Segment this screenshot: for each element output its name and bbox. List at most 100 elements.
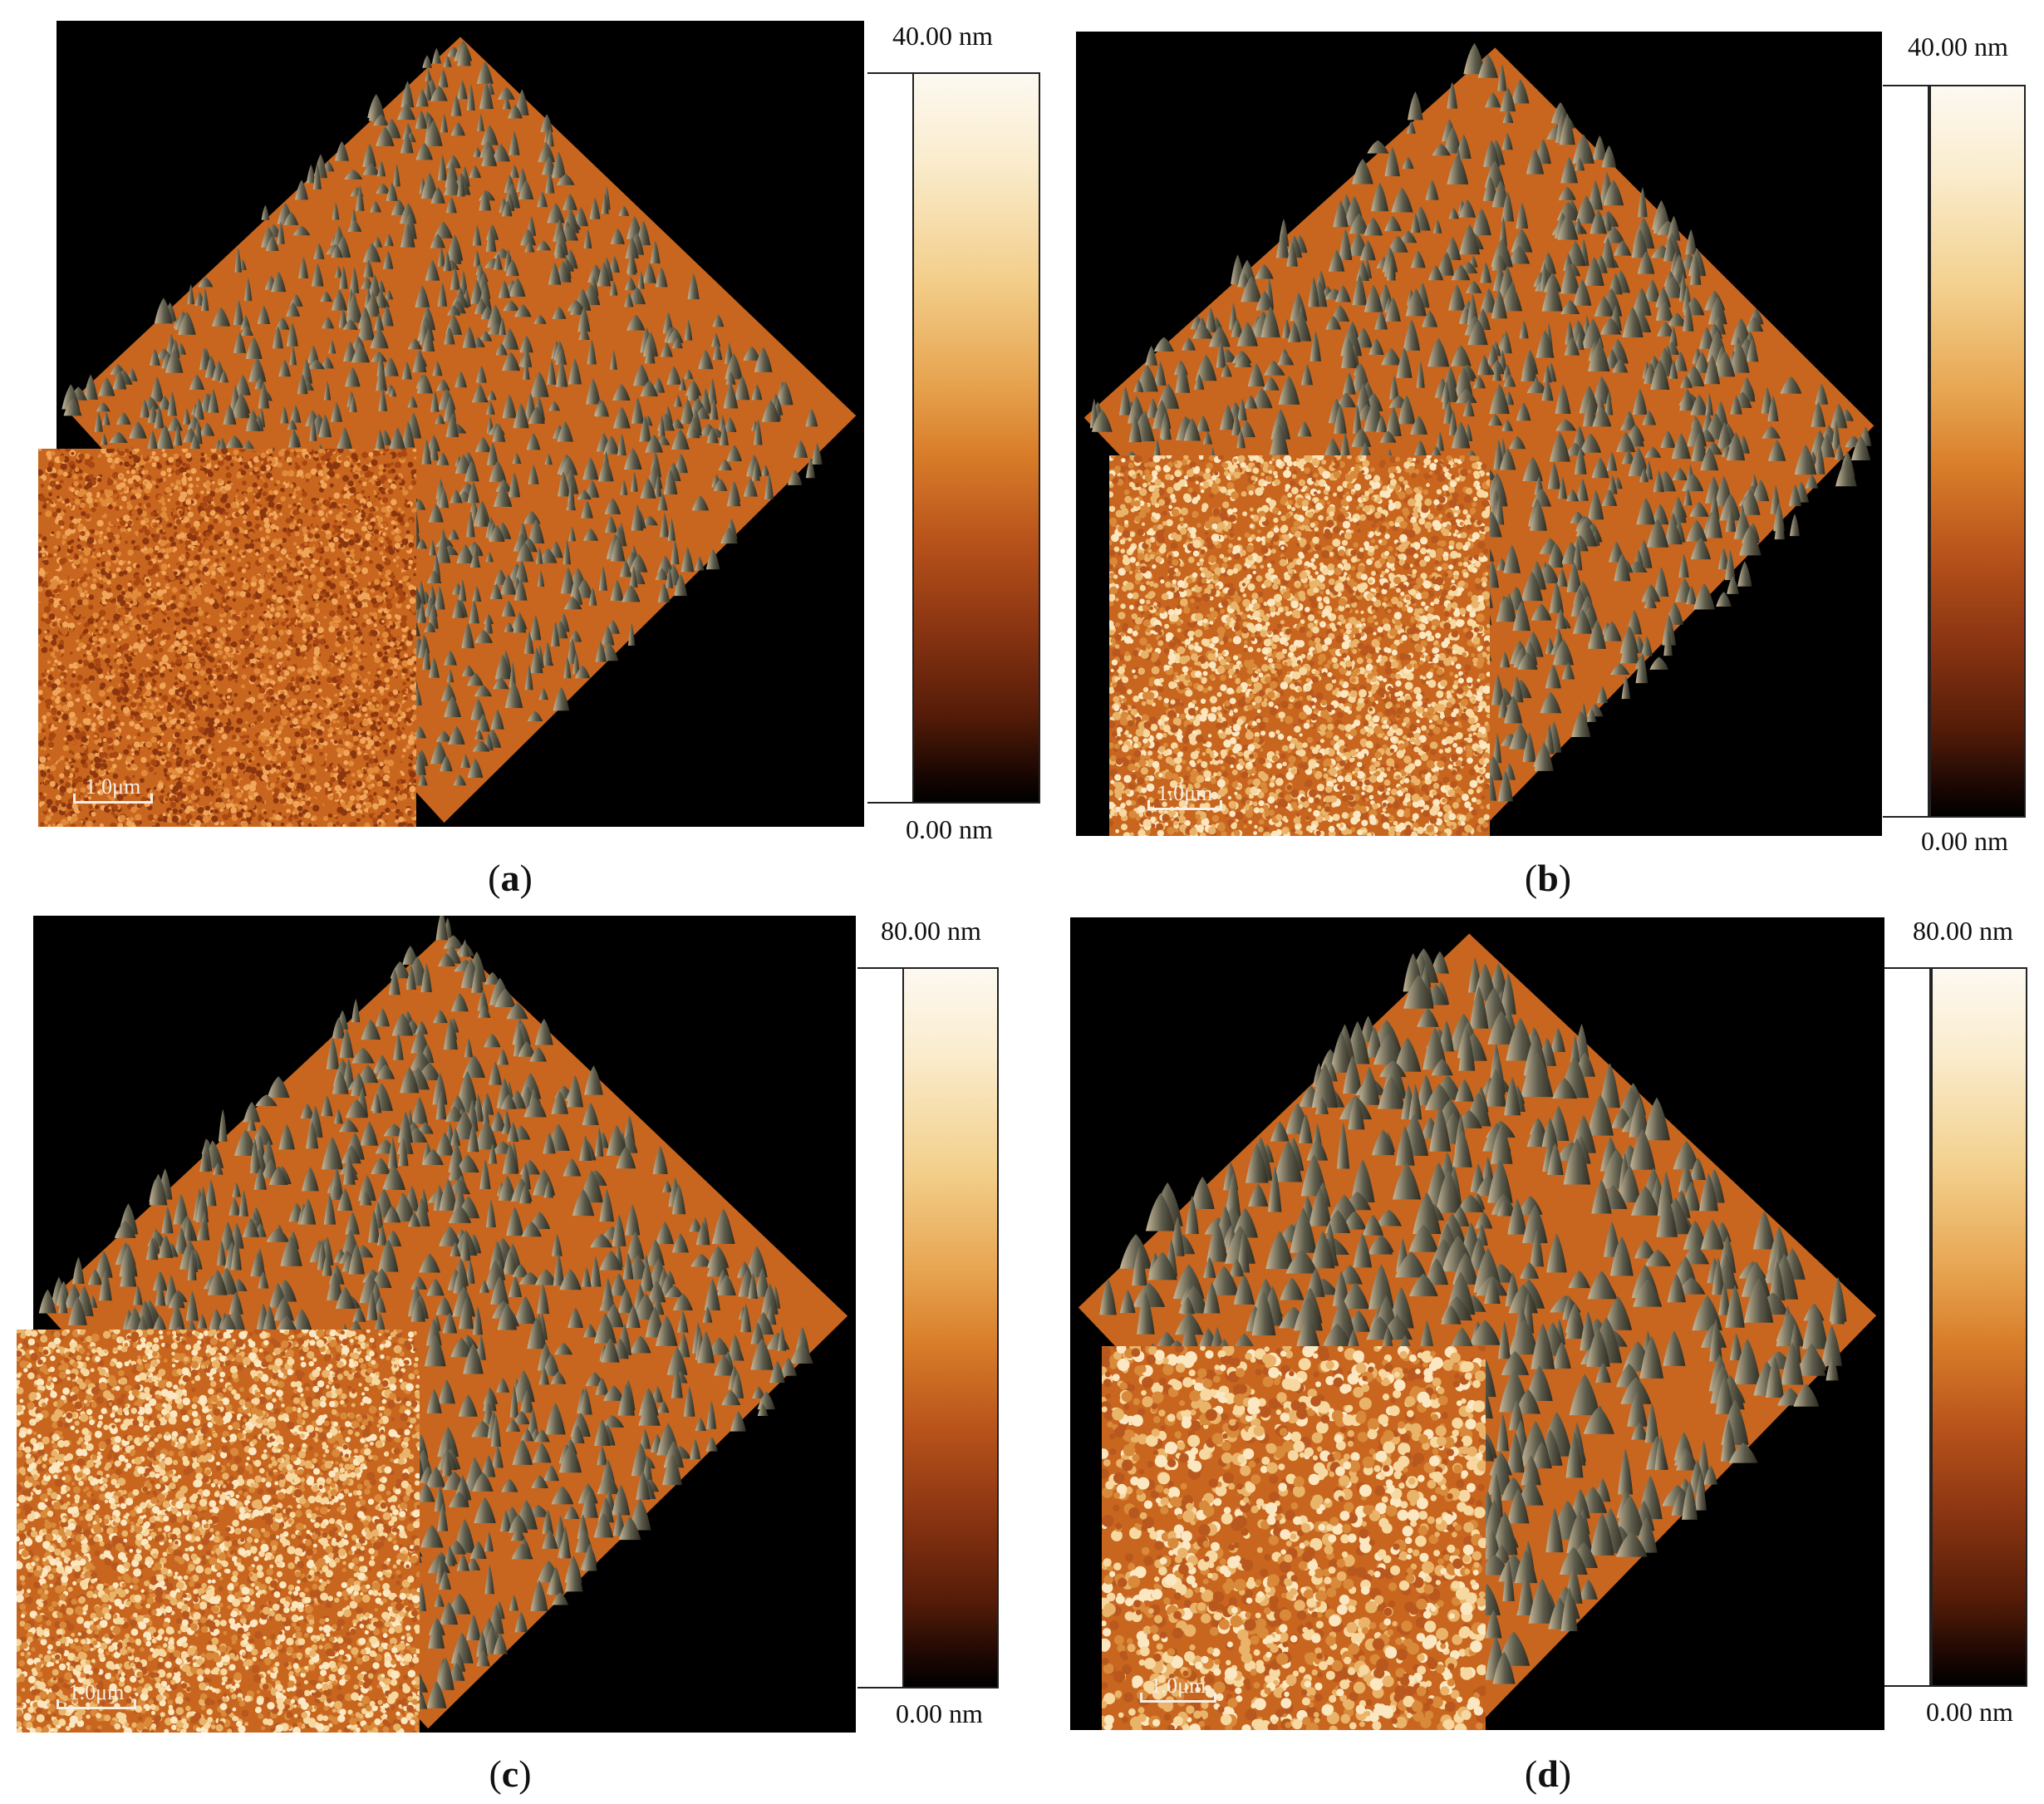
inset-grain [52,646,59,651]
inset-grain [372,814,378,818]
surface-peak [362,163,381,175]
surface-peak [245,337,263,360]
inset-grain [87,714,93,720]
inset-grain [218,774,222,778]
surface-peak [322,161,335,172]
inset-grain [157,750,163,757]
surface-peak [415,142,433,160]
surface-peak [633,364,651,386]
surface-peak [438,154,447,181]
surface-peak [498,280,511,298]
surface-peak [663,469,678,494]
inset-grain [379,716,383,721]
inset-grain [70,539,75,543]
surface-peak [376,126,395,146]
surface-peak [710,398,719,420]
inset-grain [102,577,108,582]
inset-grain [96,486,101,491]
inset-grain [376,592,381,596]
inset-grain [356,712,361,718]
inset-grain [370,780,375,785]
surface-peak [183,408,191,425]
surface-peak [286,322,298,347]
surface-peak [686,416,703,436]
surface-peak [201,288,209,312]
inset-grain [189,757,196,764]
surface-peak [481,146,498,166]
inset-grain [317,627,324,634]
inset-grain [329,592,333,596]
surface-peak [645,434,663,453]
surface-peak [674,453,688,474]
inset-grain [185,777,189,781]
inset-grain [414,661,416,665]
surface-peak [530,614,542,641]
inset-grain [235,489,239,493]
inset-grain [241,480,247,486]
inset-grain [243,529,248,534]
inset-grain [401,675,405,680]
inset-grain [300,651,307,657]
inset-grain [256,676,261,681]
inset-grain [380,581,387,587]
surface-peak [667,327,684,343]
inset-grain [169,668,173,672]
surface-peak [524,665,533,691]
inset-grain [106,619,111,623]
inset-grain [99,530,104,535]
inset-grain [42,678,47,683]
surface-peak [637,271,645,289]
inset-grain [184,522,191,528]
surface-peak [726,445,742,462]
inset-grain [278,676,283,682]
surface-peak [610,228,625,244]
surface-peak [219,369,228,383]
surface-peak [581,500,593,519]
inset-grain [204,548,209,554]
inset-grain [303,783,312,790]
surface-peak [372,236,382,248]
inset-grain [104,820,107,824]
inset-grain [334,561,339,567]
inset-grain [337,558,341,561]
inset-grain [260,543,266,548]
inset-grain [207,761,214,768]
inset-grain [143,612,150,620]
inset-grain [236,775,239,779]
inset-grain [55,698,61,704]
inset-grain [317,581,324,588]
inset-grain [38,538,42,543]
surface-peak [444,175,462,195]
inset-grain [404,559,409,565]
inset-grain [297,622,304,628]
inset-grain [160,563,168,571]
inset-grain [206,739,212,744]
inset-grain [410,731,414,735]
inset-grain [115,506,120,511]
inset-grain [119,759,125,765]
surface-peak [568,526,577,542]
inset-grain [342,474,349,482]
inset-grain [361,703,366,708]
inset-grain [160,789,165,794]
surface-peak [422,646,431,670]
inset-grain [46,799,53,806]
inset-grain [209,769,213,773]
inset-grain [145,600,152,606]
inset-grain [90,583,97,590]
inset-grain [41,646,48,653]
inset-grain [370,724,376,731]
inset-grain [66,689,70,693]
surface-peak [777,381,794,406]
inset-grain [176,821,180,825]
inset-grain [171,489,175,494]
inset-grain [105,675,109,680]
inset-grain [194,681,199,686]
inset-grain [155,587,160,591]
inset-grain [228,549,233,554]
inset-grain [138,596,142,599]
surface-peak [527,710,543,721]
inset-grain [118,621,124,627]
inset-grain [406,677,410,682]
inset-grain [400,510,405,514]
